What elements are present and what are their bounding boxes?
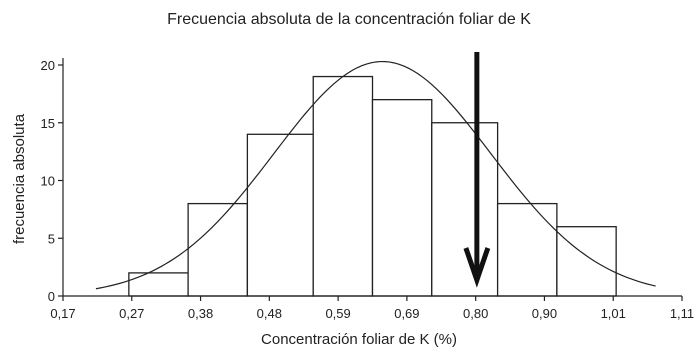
bar-8 — [556, 226, 617, 297]
bar-7 — [496, 202, 558, 297]
x-tick-label: 0,90 — [532, 306, 557, 321]
bar-4 — [312, 75, 374, 297]
chart-title: Frecuencia absoluta de la concentración … — [167, 11, 531, 28]
marker-arrow — [463, 52, 491, 288]
x-tick-label: 1,11 — [670, 306, 694, 321]
y-tick-label: 5 — [48, 231, 55, 246]
x-tick-label: 0,69 — [394, 306, 419, 321]
bar-2 — [187, 202, 249, 297]
x-tick-label: 1,01 — [601, 306, 626, 321]
bar-1 — [128, 272, 189, 297]
bars-group — [128, 75, 617, 297]
arrow-head — [463, 247, 491, 288]
x-tick-label: 0,27 — [119, 306, 144, 321]
y-tick-label: 15 — [41, 116, 55, 131]
x-axis-label: Concentración foliar de K (%) — [261, 331, 457, 347]
x-tick-label: 0,48 — [257, 306, 282, 321]
bar-6 — [431, 122, 499, 297]
x-tick-label: 0,38 — [188, 306, 213, 321]
normal-curve — [95, 60, 656, 290]
x-tick-label: 0,17 — [50, 306, 75, 321]
y-axis-label: frecuencia absoluta — [11, 113, 28, 244]
bar-5 — [371, 99, 433, 297]
y-tick-label: 0 — [48, 289, 55, 304]
x-tick-label: 0,80 — [463, 306, 488, 321]
y-tick-label: 10 — [41, 174, 55, 189]
y-tick-label: 20 — [41, 58, 55, 73]
axes-group: 0,17 0,27 0,38 0,48 0,59 0,69 0,80 0,90 1,01 1,11… — [41, 58, 694, 321]
bar-3 — [246, 133, 314, 297]
x-tick-label: 0,59 — [325, 306, 350, 321]
